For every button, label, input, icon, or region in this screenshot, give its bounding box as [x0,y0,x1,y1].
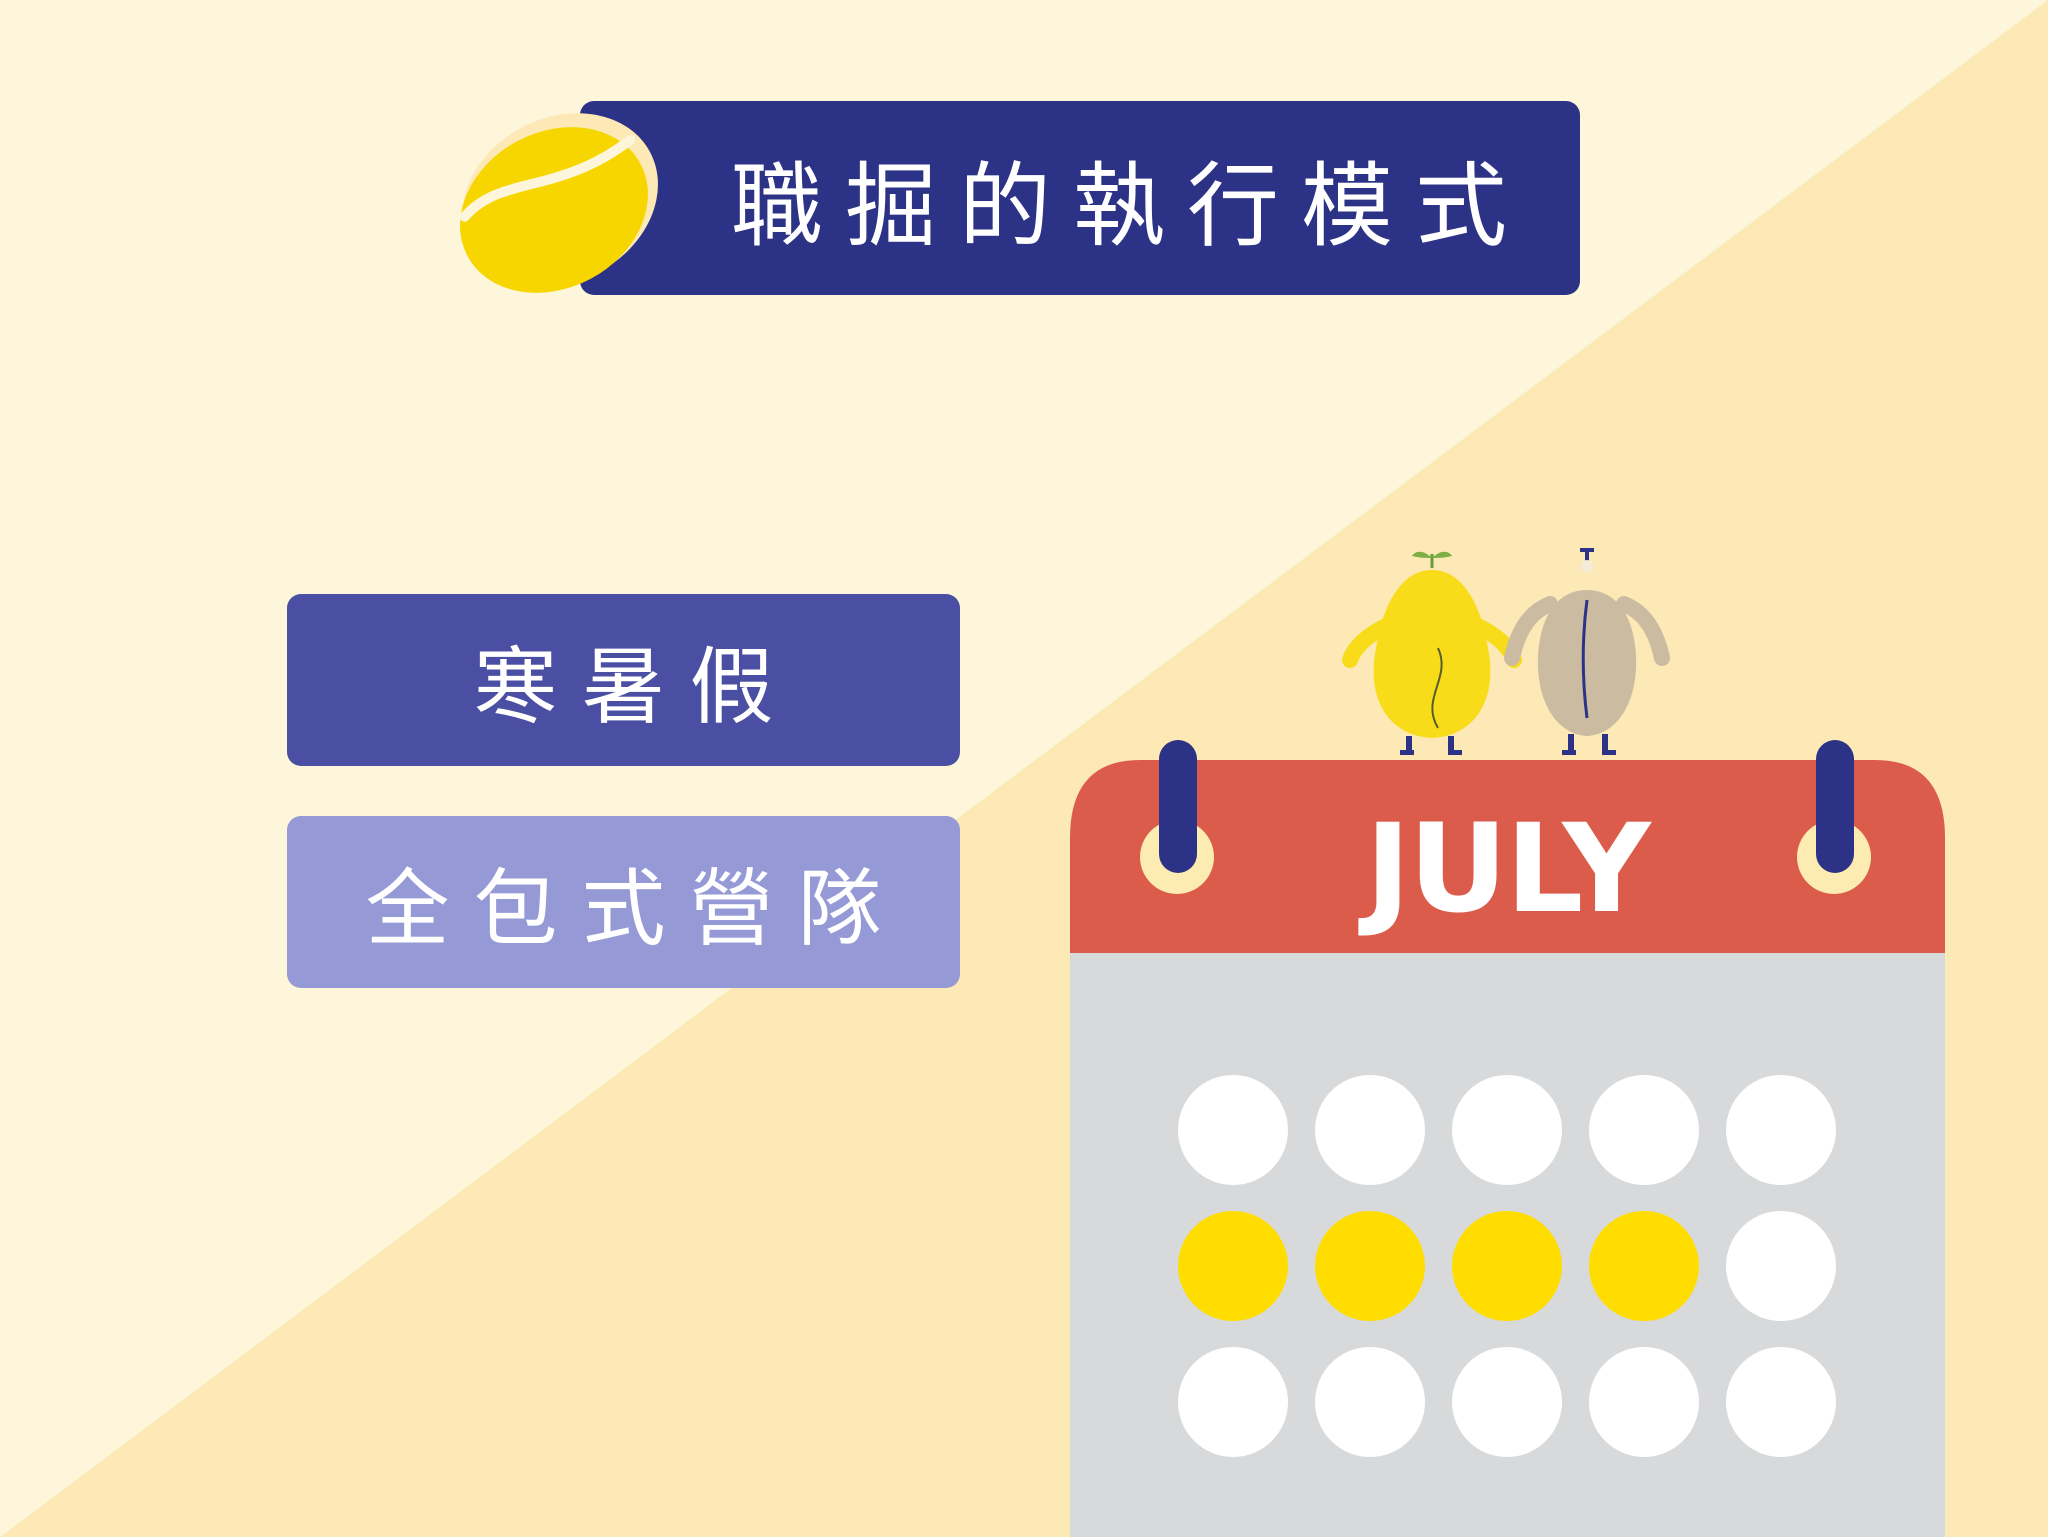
calendar-day-dot [1178,1347,1288,1457]
bean-character [1504,548,1670,755]
calendar-day-dot [1726,1075,1836,1185]
calendar-day-dot [1452,1347,1562,1457]
calendar-day-dot [1726,1347,1836,1457]
calendar-day-dot [1315,1075,1425,1185]
calendar-day-dot [1315,1211,1425,1321]
calendar-header [1070,760,1945,953]
title-banner [580,101,1580,295]
calendar-month: JULY [1358,798,1652,940]
bean-sprout-character [1342,551,1522,755]
calendar-day-dot [1452,1211,1562,1321]
calendar-day-dot [1452,1075,1562,1185]
calendar-day-dot [1178,1211,1288,1321]
calendar-day-dot [1589,1347,1699,1457]
calendar-day-dot [1589,1211,1699,1321]
calendar-day-dot [1726,1211,1836,1321]
calendar-illustration: JULY [1070,548,1945,1537]
calendar-day-dot [1589,1075,1699,1185]
calendar-ring-left [1140,740,1214,894]
calendar-days [1178,1075,1836,1457]
category-winter-summer-break[interactable]: 寒暑假 [287,594,960,766]
coffee-bean-icon [459,113,658,293]
page-title: 職掘的執行模式 [730,152,1529,260]
calendar-day-dot [1178,1075,1288,1185]
category-all-inclusive-camp[interactable]: 全包式營隊 [287,816,960,988]
calendar-ring-right [1797,740,1871,894]
calendar-day-dot [1315,1347,1425,1457]
